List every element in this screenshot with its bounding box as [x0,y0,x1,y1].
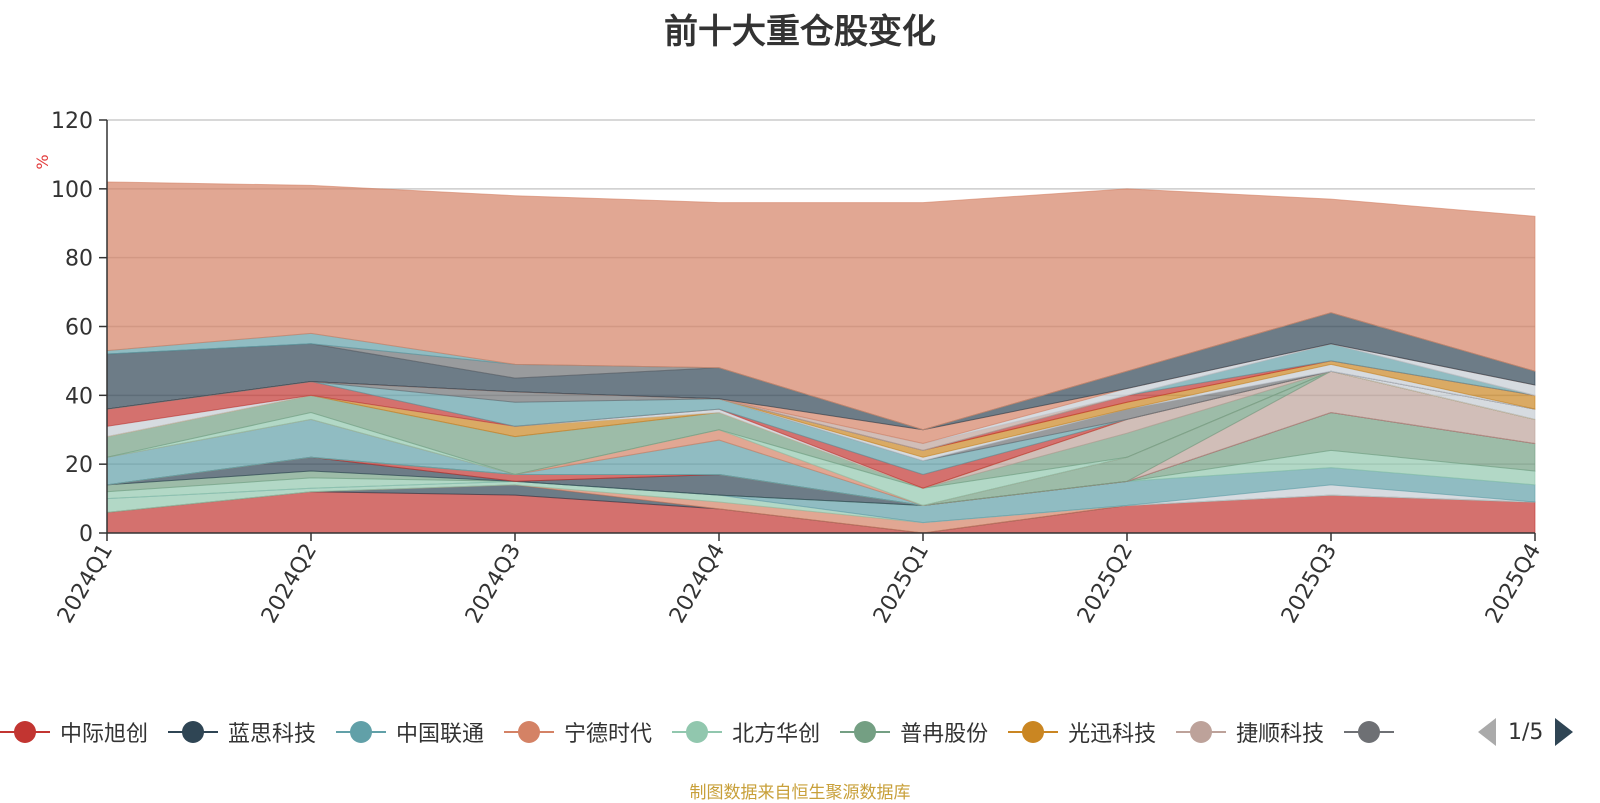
area-layers [106,181,1536,534]
prev-page-icon[interactable] [1478,718,1496,746]
legend-pager: 1/5 [1478,712,1600,752]
legend-label: 光迅科技 [1068,722,1157,747]
legend-label: 捷顺科技 [1236,722,1325,747]
legend-item[interactable]: 中际旭创 [0,712,148,752]
y-axis-label: % [33,154,52,169]
x-tick-label: 2025Q3 [1277,540,1342,628]
y-tick-label: 80 [65,247,93,272]
x-tick-label: 2025Q1 [869,540,934,628]
legend-item[interactable]: 光迅科技 [1008,712,1156,752]
x-tick-label: 2025Q4 [1481,540,1546,628]
x-tick-label: 2024Q1 [53,540,118,628]
x-tick-label: 2024Q3 [461,540,526,628]
legend: 中际旭创 蓝思科技 中国联通 宁德时代 北方华创 普冉股份 光迅科技 捷顺科技 [0,712,1480,752]
legend-page-indicator: 1/5 [1508,719,1544,745]
legend-marker-icon [1344,720,1395,744]
y-tick-label: 40 [65,384,93,409]
legend-item[interactable]: 宁德时代 [504,712,652,752]
chart-title: 前十大重仓股变化 [664,12,936,52]
legend-label: 中国联通 [396,722,485,747]
legend-item[interactable]: 蓝思科技 [168,712,316,752]
legend-label: 普冉股份 [900,722,989,747]
legend-item[interactable]: 北方华创 [672,712,820,752]
x-tick-label: 2025Q2 [1073,540,1138,628]
y-tick-label: 60 [65,316,93,341]
legend-marker-icon [504,720,555,744]
legend-marker-icon [840,720,891,744]
legend-item[interactable]: 捷顺科技 [1176,712,1324,752]
source-note: 制图数据来自恒生聚源数据库 [689,783,911,803]
legend-marker-icon [1176,720,1227,744]
legend-item[interactable]: 普冉股份 [840,712,988,752]
x-tick-label: 2024Q2 [257,540,322,628]
legend-label: 宁德时代 [564,722,653,747]
legend-marker-icon [168,720,219,744]
y-tick-label: 120 [51,109,93,134]
legend-label: 中际旭创 [60,722,149,747]
legend-marker-icon [0,720,50,744]
legend-marker-icon [336,720,387,744]
area-layer-32 [106,181,1536,431]
x-tick-label: 2024Q4 [665,540,730,628]
legend-label: 蓝思科技 [228,722,317,747]
y-tick-label: 0 [79,522,93,547]
legend-marker-icon [672,720,723,744]
legend-item[interactable]: 中国联通 [336,712,484,752]
next-page-icon[interactable] [1555,718,1574,746]
legend-item[interactable] [1344,712,1404,752]
y-tick-label: 20 [65,453,93,478]
y-tick-label: 100 [51,178,93,203]
legend-label: 北方华创 [732,722,821,747]
legend-marker-icon [1008,720,1059,744]
